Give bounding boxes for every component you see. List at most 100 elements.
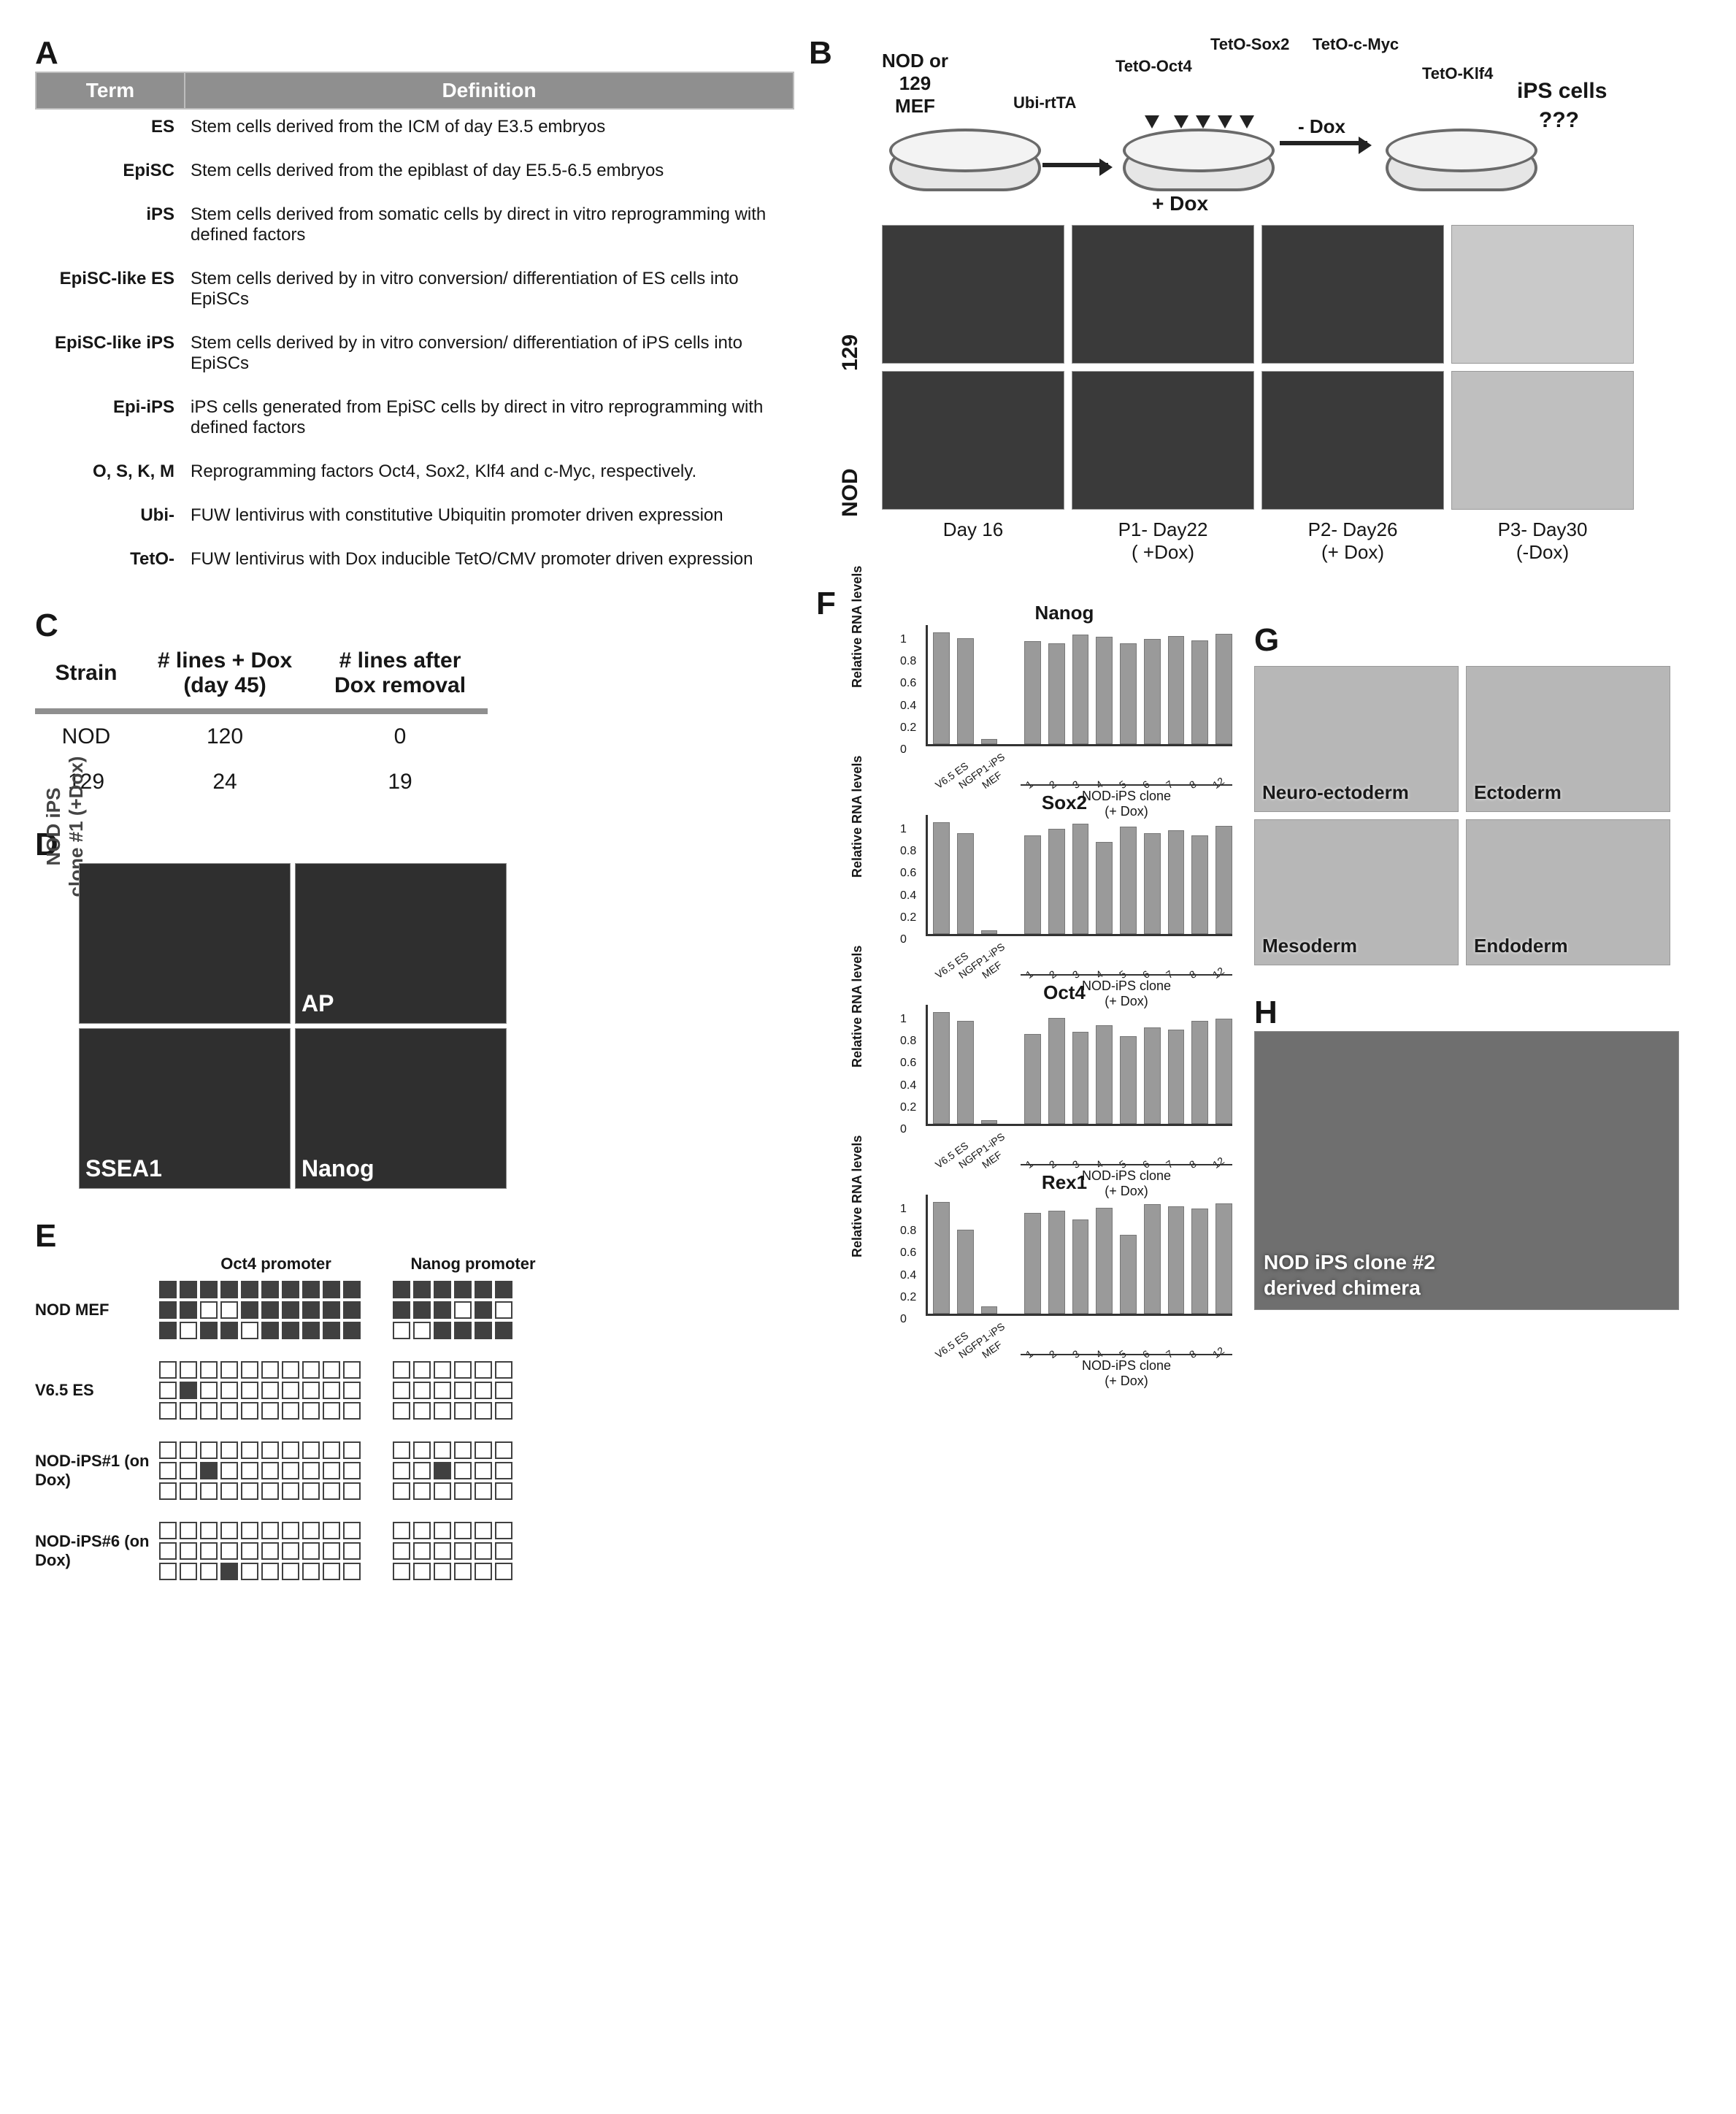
cpg-unmethylated-icon bbox=[413, 1382, 431, 1399]
definition-cell: Stem cells derived from somatic cells by… bbox=[185, 197, 794, 261]
cpg-unmethylated-icon bbox=[180, 1542, 197, 1560]
cpg-unmethylated-icon bbox=[159, 1441, 177, 1459]
cpg-unmethylated-icon bbox=[475, 1482, 492, 1500]
oct4-methylation-grid bbox=[159, 1522, 393, 1580]
e-col-nanog: Nanog promoter bbox=[393, 1255, 553, 1274]
cpg-unmethylated-icon bbox=[413, 1522, 431, 1539]
cpg-unmethylated-icon bbox=[413, 1361, 431, 1379]
col-label: Day 16 bbox=[882, 518, 1064, 564]
cpg-unmethylated-icon bbox=[159, 1482, 177, 1500]
panel-b-image-grid bbox=[882, 225, 1707, 510]
definition-row: Ubi-FUW lentivirus with constitutive Ubi… bbox=[36, 498, 794, 542]
cpg-methylated-icon bbox=[159, 1322, 177, 1339]
cpg-unmethylated-icon bbox=[180, 1522, 197, 1539]
bar bbox=[1215, 634, 1232, 744]
definition-row: O, S, K, MReprogramming factors Oct4, So… bbox=[36, 454, 794, 498]
cpg-unmethylated-icon bbox=[495, 1563, 512, 1580]
cpg-methylated-icon bbox=[434, 1322, 451, 1339]
cpg-unmethylated-icon bbox=[475, 1361, 492, 1379]
ips-label: iPS cells bbox=[1517, 79, 1607, 104]
cpg-unmethylated-icon bbox=[200, 1402, 218, 1420]
cpg-unmethylated-icon bbox=[323, 1382, 340, 1399]
cpg-unmethylated-icon bbox=[302, 1441, 320, 1459]
cpg-unmethylated-icon bbox=[343, 1522, 361, 1539]
ytick-label: 0.4 bbox=[900, 1079, 916, 1092]
cpg-unmethylated-icon bbox=[220, 1402, 238, 1420]
cpg-unmethylated-icon bbox=[413, 1462, 431, 1479]
cpg-unmethylated-icon bbox=[475, 1542, 492, 1560]
bar bbox=[1215, 826, 1232, 934]
cpg-unmethylated-icon bbox=[282, 1482, 299, 1500]
cpg-methylated-icon bbox=[180, 1382, 197, 1399]
cpg-methylated-icon bbox=[220, 1322, 238, 1339]
micrograph bbox=[1261, 225, 1444, 364]
definition-row: ESStem cells derived from the ICM of day… bbox=[36, 109, 794, 153]
panel-c: C Strain # lines + Dox (day 45) # lines … bbox=[35, 608, 794, 805]
chart-title: Oct4 bbox=[896, 981, 1232, 1004]
cpg-unmethylated-icon bbox=[413, 1542, 431, 1560]
cpg-unmethylated-icon bbox=[475, 1441, 492, 1459]
cpg-unmethylated-icon bbox=[393, 1563, 410, 1580]
cpg-methylated-icon bbox=[475, 1281, 492, 1298]
cpg-unmethylated-icon bbox=[241, 1542, 258, 1560]
cpg-methylated-icon bbox=[159, 1281, 177, 1298]
cpg-unmethylated-icon bbox=[261, 1542, 279, 1560]
cpg-unmethylated-icon bbox=[282, 1462, 299, 1479]
cpg-unmethylated-icon bbox=[180, 1563, 197, 1580]
cpg-methylated-icon bbox=[302, 1322, 320, 1339]
panel-f: F NanogRelative RNA levels00.20.40.60.81… bbox=[838, 600, 1247, 1367]
cpg-unmethylated-icon bbox=[261, 1462, 279, 1479]
cpg-unmethylated-icon bbox=[159, 1402, 177, 1420]
cpg-unmethylated-icon bbox=[495, 1482, 512, 1500]
cpg-methylated-icon bbox=[495, 1281, 512, 1298]
cpg-unmethylated-icon bbox=[495, 1402, 512, 1420]
cpg-unmethylated-icon bbox=[323, 1402, 340, 1420]
ytick-label: 0.4 bbox=[900, 700, 916, 713]
term-cell: Epi-iPS bbox=[36, 390, 185, 454]
cpg-unmethylated-icon bbox=[261, 1482, 279, 1500]
chimera-photo: NOD iPS clone #2 derived chimera bbox=[1254, 1031, 1679, 1310]
micrograph bbox=[1451, 225, 1634, 364]
cpg-unmethylated-icon bbox=[434, 1542, 451, 1560]
th-definition: Definition bbox=[185, 72, 794, 109]
bar bbox=[1072, 1032, 1089, 1124]
cpg-unmethylated-icon bbox=[475, 1522, 492, 1539]
cpg-unmethylated-icon bbox=[180, 1441, 197, 1459]
bar bbox=[933, 632, 950, 744]
arrow-icon bbox=[1042, 163, 1108, 167]
definition-cell: Stem cells derived by in vitro conversio… bbox=[185, 261, 794, 326]
cpg-unmethylated-icon bbox=[261, 1522, 279, 1539]
bar bbox=[1144, 1204, 1161, 1314]
d-cell-nanog: Nanog bbox=[295, 1028, 507, 1189]
cpg-methylated-icon bbox=[475, 1301, 492, 1319]
ytick-label: 0.6 bbox=[900, 867, 916, 880]
ytick-label: 1 bbox=[900, 823, 907, 836]
cpg-unmethylated-icon bbox=[302, 1563, 320, 1580]
methylation-row: NOD MEF bbox=[35, 1281, 794, 1339]
ytick-label: 0.6 bbox=[900, 677, 916, 690]
cpg-unmethylated-icon bbox=[495, 1542, 512, 1560]
cpg-unmethylated-icon bbox=[282, 1563, 299, 1580]
definition-cell: Stem cells derived by in vitro conversio… bbox=[185, 326, 794, 390]
bar-chart-rex1: Rex1Relative RNA levels00.20.40.60.81V6.… bbox=[896, 1177, 1232, 1338]
bar bbox=[1096, 1208, 1113, 1314]
cpg-unmethylated-icon bbox=[454, 1402, 472, 1420]
cpg-unmethylated-icon bbox=[302, 1361, 320, 1379]
xtick-label: V6.5 ES bbox=[933, 772, 953, 791]
cpg-unmethylated-icon bbox=[261, 1361, 279, 1379]
teratoma-neuroectoderm: Neuro-ectoderm bbox=[1254, 666, 1459, 812]
cpg-unmethylated-icon bbox=[343, 1542, 361, 1560]
cpg-unmethylated-icon bbox=[180, 1402, 197, 1420]
cpg-unmethylated-icon bbox=[393, 1482, 410, 1500]
cpg-unmethylated-icon bbox=[495, 1462, 512, 1479]
cpg-unmethylated-icon bbox=[220, 1361, 238, 1379]
cpg-unmethylated-icon bbox=[261, 1402, 279, 1420]
term-cell: EpiSC-like iPS bbox=[36, 326, 185, 390]
cpg-unmethylated-icon bbox=[393, 1402, 410, 1420]
cpg-unmethylated-icon bbox=[495, 1301, 512, 1319]
cpg-unmethylated-icon bbox=[413, 1322, 431, 1339]
cpg-unmethylated-icon bbox=[343, 1402, 361, 1420]
cpg-unmethylated-icon bbox=[413, 1441, 431, 1459]
bar bbox=[1215, 1019, 1232, 1124]
definition-row: TetO-FUW lentivirus with Dox inducible T… bbox=[36, 542, 794, 586]
